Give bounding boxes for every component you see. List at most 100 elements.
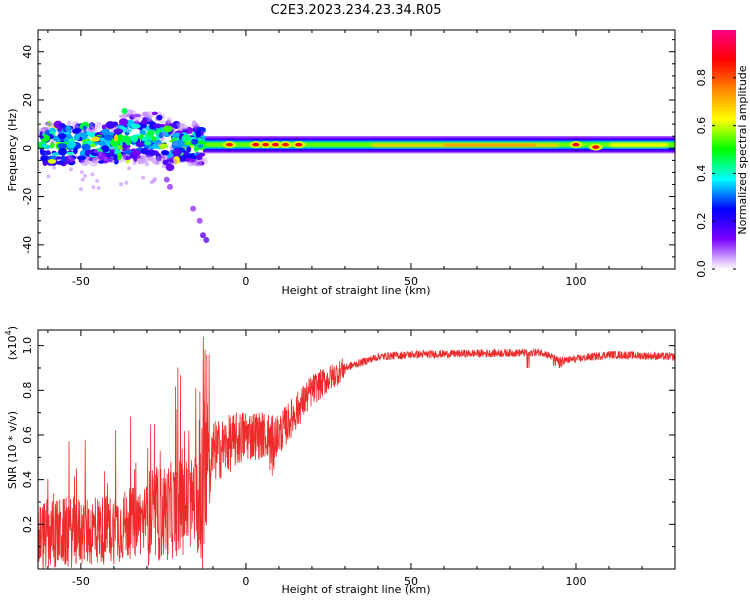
spectral-hotspot	[272, 142, 280, 147]
spectral-scatter	[91, 136, 101, 142]
spectral-scatter	[82, 125, 87, 131]
spectral-outlier	[103, 157, 108, 162]
spectral-scatter	[146, 130, 155, 137]
colorbar-label: Normalized spectral amplitude	[736, 65, 749, 234]
spectral-scatter	[187, 160, 194, 167]
spectral-scatter	[101, 124, 106, 130]
snr-scale-prefix: (x10	[6, 335, 19, 360]
spectral-scatter	[40, 155, 48, 162]
spectral-scatter	[162, 155, 168, 160]
y-tick-label: 0.8	[21, 382, 34, 400]
y-tick-label: 0	[21, 145, 34, 152]
spectral-scatter	[181, 134, 192, 142]
spectral-scatter	[105, 121, 116, 129]
spectral-scatter	[132, 112, 142, 121]
spectral-scatter	[175, 139, 185, 148]
spectral-outlier	[90, 172, 95, 177]
spectral-scatter	[186, 146, 192, 153]
spectral-scatter	[172, 148, 182, 157]
spectral-scatter	[130, 134, 139, 143]
spectral-scatter	[144, 141, 152, 146]
spectral-scatter	[96, 154, 107, 161]
spectral-scatter	[147, 148, 155, 156]
spectral-scatter	[73, 128, 82, 133]
spectral-scatter	[198, 161, 205, 166]
spectral-outlier	[94, 149, 99, 154]
spectral-scatter	[95, 121, 102, 128]
spectral-scatter	[66, 151, 75, 155]
spectral-scatter	[191, 138, 199, 145]
x-tick-label: 50	[404, 575, 418, 588]
snr-scale-label: (x104)	[4, 326, 19, 360]
spectral-scatter	[113, 128, 124, 135]
heatmap-xlabel: Height of straight line (km)	[281, 284, 430, 297]
spectral-outlier	[141, 175, 146, 180]
spectral-scatter	[76, 155, 87, 161]
svg-text:(x104): (x104)	[4, 326, 19, 360]
spectral-scatter	[55, 160, 65, 165]
spectral-scatter	[116, 152, 123, 160]
colorbar-tick-label: 0.4	[695, 165, 708, 183]
spectral-scatter	[176, 122, 186, 127]
spectral-scatter	[185, 126, 194, 135]
spectral-scatter	[151, 136, 156, 142]
spectral-outlier	[78, 187, 83, 192]
spectral-scatter	[118, 118, 129, 126]
spectral-scatter	[89, 160, 99, 167]
spectral-scatter	[127, 109, 137, 115]
spectral-scatter	[140, 147, 149, 155]
spectral-hotspot	[225, 142, 233, 147]
spectral-scatter	[47, 121, 52, 127]
spectral-scatter	[161, 149, 170, 156]
spectral-scatter	[105, 138, 111, 147]
spectral-tail-point	[163, 176, 170, 183]
snr-content	[38, 336, 675, 569]
spectral-scatter	[193, 145, 199, 152]
spectral-tail-point	[167, 183, 174, 190]
spectral-scatter	[130, 151, 138, 156]
spectral-scatter	[66, 133, 72, 139]
spectral-scatter	[89, 143, 97, 148]
spectral-scatter	[197, 140, 207, 145]
x-tick-label: -50	[72, 275, 90, 288]
x-tick-label: 50	[404, 275, 418, 288]
spectral-outlier	[149, 180, 154, 185]
spectral-scatter	[134, 119, 140, 125]
spectral-scatter	[91, 159, 97, 164]
snr-ylabel: SNR (10 * v/v)	[6, 411, 19, 489]
spectral-outlier	[79, 170, 84, 175]
spectral-scatter	[88, 122, 96, 130]
spectral-scatter	[41, 126, 49, 130]
spectral-outlier	[95, 178, 100, 183]
spectral-scatter	[179, 123, 185, 128]
y-tick-label: 0.4	[21, 471, 34, 489]
spectral-scatter	[130, 123, 141, 129]
spectral-scatter	[194, 159, 203, 168]
spectral-scatter	[58, 147, 67, 156]
spectral-scatter	[139, 129, 147, 136]
spectral-scatter	[121, 154, 127, 160]
spectral-scatter	[167, 116, 172, 123]
figure-title: C2E3.2023.234.23.34.R05	[270, 3, 441, 18]
spectral-hotspot	[252, 142, 260, 147]
spectral-scatter	[114, 149, 122, 154]
spectral-scatter	[43, 122, 52, 126]
spectral-scatter	[191, 120, 198, 128]
spectral-scatter	[98, 160, 105, 164]
spectral-scatter	[117, 159, 125, 163]
x-tick-label: 100	[565, 275, 586, 288]
spectral-scatter	[86, 131, 91, 135]
spectral-scatter	[58, 123, 66, 128]
snr-series-line	[38, 336, 675, 569]
spectral-scatter	[177, 123, 187, 132]
spectral-scatter	[88, 122, 94, 128]
snr-panel: -50 0 50 100 0.2 0.4 0.6 0.8 1.0 Height of strai…	[4, 326, 676, 596]
spectral-scatter	[135, 141, 145, 148]
x-tick-label: -50	[72, 575, 90, 588]
spectral-scatter	[151, 111, 158, 116]
spectral-hotspot	[282, 142, 290, 147]
spectral-scatter	[144, 126, 150, 131]
spectral-outlier	[145, 162, 150, 167]
colorbar-gradient	[712, 30, 736, 269]
spectral-scatter	[91, 125, 98, 132]
